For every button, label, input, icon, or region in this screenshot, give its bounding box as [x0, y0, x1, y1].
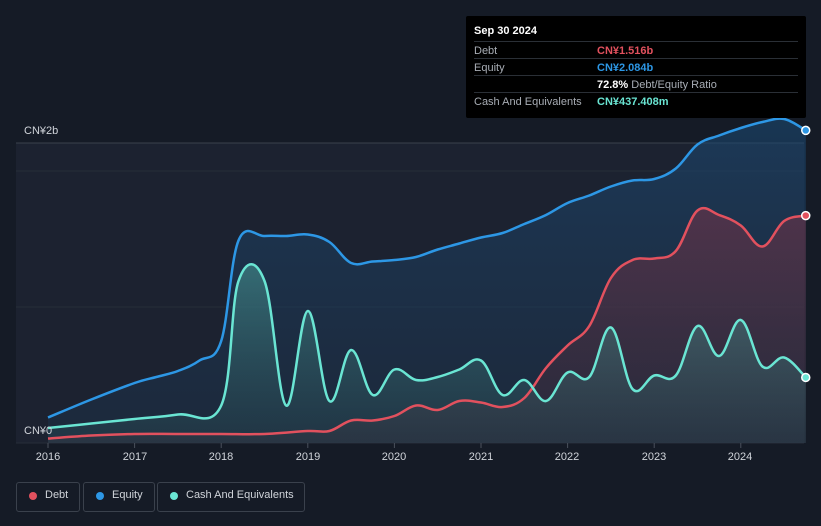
legend-equity-label: Equity: [112, 489, 143, 501]
tooltip-date: Sep 30 2024: [474, 25, 537, 37]
series-areas: [48, 118, 806, 444]
data-tooltip: Sep 30 2024 Debt CN¥1.516b Equity CN¥2.0…: [466, 16, 806, 118]
cash-end-point[interactable]: [801, 372, 811, 383]
tooltip-debt-label: Debt: [474, 45, 498, 57]
equity-end-point[interactable]: [801, 125, 811, 136]
equity-line: [47, 117, 807, 419]
x-tick-label-2016: 2016: [35, 451, 61, 463]
cash-dot-icon: [170, 492, 178, 500]
legend-item-equity[interactable]: Equity: [83, 482, 155, 512]
y-tick-label-top: CN¥2b: [24, 125, 59, 137]
legend-item-cash[interactable]: Cash And Equivalents: [157, 482, 305, 512]
debt-dot-icon: [29, 492, 37, 500]
x-tick-label-2018: 2018: [208, 451, 234, 463]
x-tick-label-2019: 2019: [295, 451, 321, 463]
legend-item-debt[interactable]: Debt: [16, 482, 80, 512]
equity-dot-icon: [96, 492, 104, 500]
debt-line: [47, 206, 807, 440]
tooltip-debt-value: CN¥1.516b: [597, 45, 654, 57]
x-tick-label-2024: 2024: [727, 451, 753, 463]
series-lines: [47, 117, 807, 440]
debt-end-point[interactable]: [801, 210, 811, 221]
tooltip-row-equity: Equity CN¥2.084b: [474, 58, 798, 76]
x-tick-label-2023: 2023: [641, 451, 667, 463]
tooltip-row-cash: Cash And Equivalents CN¥437.408m: [474, 92, 798, 110]
tooltip-ratio-value: 72.8% Debt/Equity Ratio: [597, 79, 717, 91]
x-tick-label-2017: 2017: [122, 451, 148, 463]
x-tick-label-2021: 2021: [468, 451, 494, 463]
tooltip-equity-label: Equity: [474, 62, 505, 74]
end-markers: [801, 125, 811, 383]
legend-cash-label: Cash And Equivalents: [186, 489, 294, 501]
tooltip-row-ratio: 72.8% Debt/Equity Ratio: [474, 75, 798, 93]
cash-area: [48, 264, 806, 443]
y-tick-label-zero: CN¥0: [24, 425, 53, 437]
ratio-caption: Debt/Equity Ratio: [631, 79, 717, 91]
tooltip-cash-value: CN¥437.408m: [597, 96, 669, 108]
x-tick-label-2020: 2020: [381, 451, 407, 463]
tooltip-cash-label: Cash And Equivalents: [474, 96, 582, 108]
tooltip-row-debt: Debt CN¥1.516b: [474, 41, 798, 59]
tooltip-equity-value: CN¥2.084b: [597, 62, 654, 74]
x-tick-label-2022: 2022: [554, 451, 580, 463]
cash-line: [47, 263, 807, 430]
legend-debt-label: Debt: [45, 489, 69, 501]
ratio-percent: 72.8%: [597, 79, 629, 91]
